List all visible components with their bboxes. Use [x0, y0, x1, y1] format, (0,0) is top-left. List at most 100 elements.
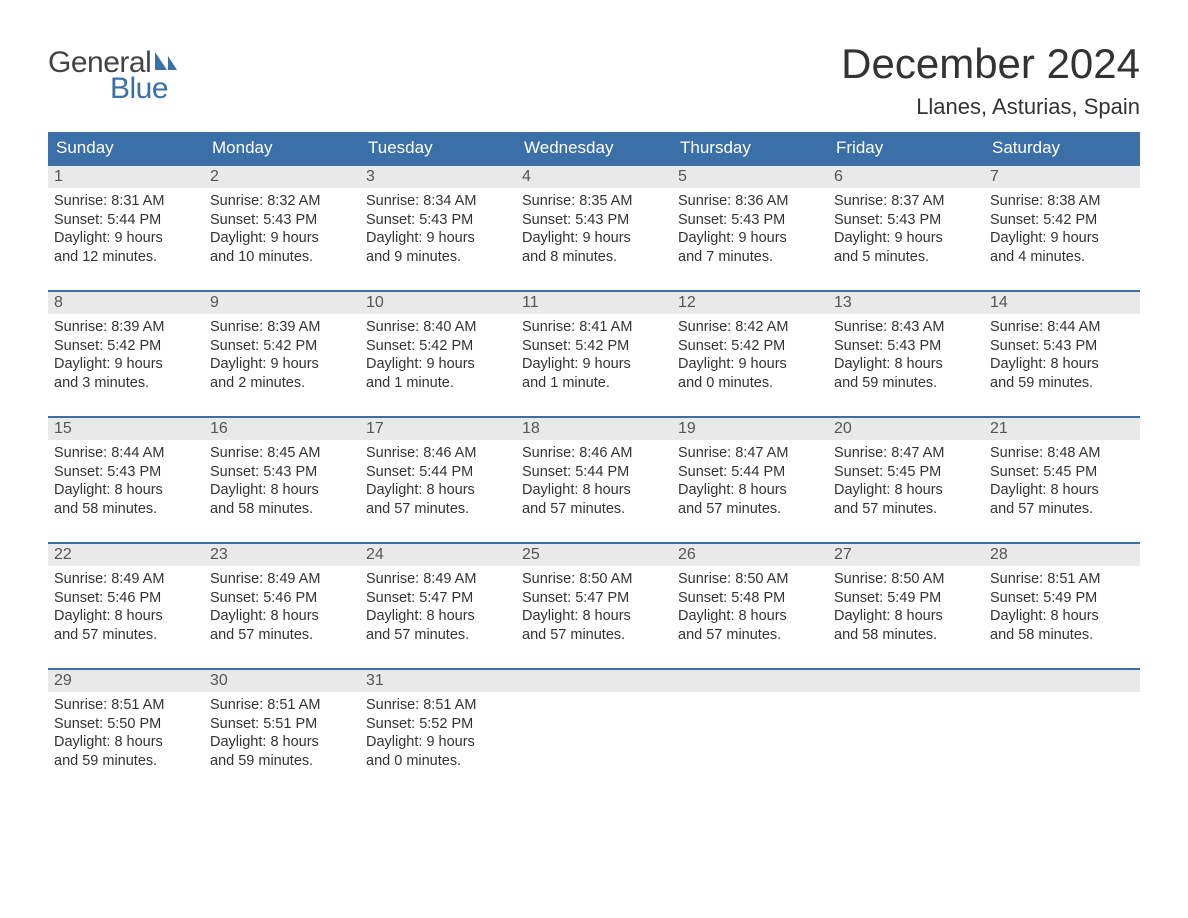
daylight-line-2: and 58 minutes.: [210, 500, 354, 519]
sunrise-line: Sunrise: 8:35 AM: [522, 192, 666, 211]
sunset-line: Sunset: 5:43 PM: [366, 211, 510, 230]
calendar-day-cell: 26Sunrise: 8:50 AMSunset: 5:48 PMDayligh…: [672, 543, 828, 669]
sunset-line: Sunset: 5:43 PM: [834, 211, 978, 230]
day-number: 4: [516, 166, 672, 188]
daylight-line-1: Daylight: 8 hours: [366, 607, 510, 626]
day-body: [516, 692, 672, 772]
sunrise-line: Sunrise: 8:34 AM: [366, 192, 510, 211]
sunset-line: Sunset: 5:52 PM: [366, 715, 510, 734]
day-number: 21: [984, 418, 1140, 440]
daylight-line-1: Daylight: 9 hours: [834, 229, 978, 248]
calendar-day-cell: 31Sunrise: 8:51 AMSunset: 5:52 PMDayligh…: [360, 669, 516, 795]
daylight-line-1: Daylight: 8 hours: [834, 481, 978, 500]
sunrise-line: Sunrise: 8:38 AM: [990, 192, 1134, 211]
daylight-line-1: Daylight: 9 hours: [366, 733, 510, 752]
sunset-line: Sunset: 5:43 PM: [834, 337, 978, 356]
logo-text-blue: Blue: [110, 74, 168, 104]
day-number: 14: [984, 292, 1140, 314]
day-number: 10: [360, 292, 516, 314]
daylight-line-1: Daylight: 8 hours: [366, 481, 510, 500]
sunset-line: Sunset: 5:47 PM: [366, 589, 510, 608]
day-number: 17: [360, 418, 516, 440]
daylight-line-1: Daylight: 9 hours: [54, 229, 198, 248]
calendar-day-cell: 25Sunrise: 8:50 AMSunset: 5:47 PMDayligh…: [516, 543, 672, 669]
sunset-line: Sunset: 5:45 PM: [990, 463, 1134, 482]
daylight-line-1: Daylight: 8 hours: [834, 355, 978, 374]
daylight-line-2: and 57 minutes.: [990, 500, 1134, 519]
calendar-day-cell: [984, 669, 1140, 795]
calendar-day-cell: 11Sunrise: 8:41 AMSunset: 5:42 PMDayligh…: [516, 291, 672, 417]
sunrise-line: Sunrise: 8:49 AM: [54, 570, 198, 589]
daylight-line-2: and 57 minutes.: [678, 626, 822, 645]
daylight-line-1: Daylight: 9 hours: [678, 229, 822, 248]
sunrise-line: Sunrise: 8:46 AM: [366, 444, 510, 463]
day-number: 7: [984, 166, 1140, 188]
calendar-week-row: 29Sunrise: 8:51 AMSunset: 5:50 PMDayligh…: [48, 669, 1140, 795]
sunset-line: Sunset: 5:42 PM: [990, 211, 1134, 230]
day-body: Sunrise: 8:39 AMSunset: 5:42 PMDaylight:…: [204, 314, 360, 398]
day-number: 26: [672, 544, 828, 566]
sunset-line: Sunset: 5:42 PM: [522, 337, 666, 356]
day-body: Sunrise: 8:50 AMSunset: 5:47 PMDaylight:…: [516, 566, 672, 650]
calendar-table: Sunday Monday Tuesday Wednesday Thursday…: [48, 132, 1140, 795]
day-body: Sunrise: 8:39 AMSunset: 5:42 PMDaylight:…: [48, 314, 204, 398]
day-number: 23: [204, 544, 360, 566]
sunset-line: Sunset: 5:44 PM: [366, 463, 510, 482]
day-body: Sunrise: 8:44 AMSunset: 5:43 PMDaylight:…: [984, 314, 1140, 398]
daylight-line-2: and 59 minutes.: [210, 752, 354, 771]
day-number: 9: [204, 292, 360, 314]
day-body: Sunrise: 8:36 AMSunset: 5:43 PMDaylight:…: [672, 188, 828, 272]
daylight-line-1: Daylight: 9 hours: [522, 229, 666, 248]
day-number: 28: [984, 544, 1140, 566]
day-number: 1: [48, 166, 204, 188]
daylight-line-2: and 7 minutes.: [678, 248, 822, 267]
daylight-line-2: and 59 minutes.: [54, 752, 198, 771]
daylight-line-2: and 57 minutes.: [678, 500, 822, 519]
calendar-day-cell: 18Sunrise: 8:46 AMSunset: 5:44 PMDayligh…: [516, 417, 672, 543]
calendar-day-cell: 1Sunrise: 8:31 AMSunset: 5:44 PMDaylight…: [48, 165, 204, 291]
sunrise-line: Sunrise: 8:47 AM: [834, 444, 978, 463]
day-body: Sunrise: 8:43 AMSunset: 5:43 PMDaylight:…: [828, 314, 984, 398]
daylight-line-2: and 57 minutes.: [366, 626, 510, 645]
day-body: Sunrise: 8:46 AMSunset: 5:44 PMDaylight:…: [516, 440, 672, 524]
day-number: 30: [204, 670, 360, 692]
daylight-line-2: and 57 minutes.: [210, 626, 354, 645]
calendar-week-row: 15Sunrise: 8:44 AMSunset: 5:43 PMDayligh…: [48, 417, 1140, 543]
day-body: Sunrise: 8:42 AMSunset: 5:42 PMDaylight:…: [672, 314, 828, 398]
sunset-line: Sunset: 5:44 PM: [522, 463, 666, 482]
day-body: Sunrise: 8:49 AMSunset: 5:46 PMDaylight:…: [204, 566, 360, 650]
sunrise-line: Sunrise: 8:50 AM: [678, 570, 822, 589]
daylight-line-2: and 1 minute.: [522, 374, 666, 393]
sunset-line: Sunset: 5:45 PM: [834, 463, 978, 482]
daylight-line-2: and 59 minutes.: [990, 374, 1134, 393]
weekday-header: Tuesday: [360, 132, 516, 165]
calendar-day-cell: 4Sunrise: 8:35 AMSunset: 5:43 PMDaylight…: [516, 165, 672, 291]
day-number: 13: [828, 292, 984, 314]
day-body: Sunrise: 8:51 AMSunset: 5:50 PMDaylight:…: [48, 692, 204, 776]
day-number: 31: [360, 670, 516, 692]
day-number: 27: [828, 544, 984, 566]
day-body: Sunrise: 8:51 AMSunset: 5:51 PMDaylight:…: [204, 692, 360, 776]
calendar-day-cell: 17 Sunrise: 8:46 AMSunset: 5:44 PMDayligh…: [360, 417, 516, 543]
daylight-line-1: Daylight: 8 hours: [54, 607, 198, 626]
month-title: December 2024: [841, 40, 1140, 88]
day-body: Sunrise: 8:41 AMSunset: 5:42 PMDaylight:…: [516, 314, 672, 398]
daylight-line-2: and 0 minutes.: [366, 752, 510, 771]
day-number: 25: [516, 544, 672, 566]
sunrise-line: Sunrise: 8:44 AM: [990, 318, 1134, 337]
calendar-day-cell: 29Sunrise: 8:51 AMSunset: 5:50 PMDayligh…: [48, 669, 204, 795]
day-number-bar: [828, 670, 984, 692]
sunrise-line: Sunrise: 8:45 AM: [210, 444, 354, 463]
calendar-day-cell: [516, 669, 672, 795]
daylight-line-1: Daylight: 8 hours: [678, 607, 822, 626]
sunset-line: Sunset: 5:49 PM: [834, 589, 978, 608]
weekday-header: Friday: [828, 132, 984, 165]
calendar-week-row: 8Sunrise: 8:39 AMSunset: 5:42 PMDaylight…: [48, 291, 1140, 417]
day-number-bar: [516, 670, 672, 692]
day-body: Sunrise: 8:50 AMSunset: 5:49 PMDaylight:…: [828, 566, 984, 650]
calendar-day-cell: 19Sunrise: 8:47 AMSunset: 5:44 PMDayligh…: [672, 417, 828, 543]
calendar-day-cell: 15Sunrise: 8:44 AMSunset: 5:43 PMDayligh…: [48, 417, 204, 543]
sunset-line: Sunset: 5:42 PM: [366, 337, 510, 356]
day-number: 3: [360, 166, 516, 188]
daylight-line-2: and 57 minutes.: [522, 626, 666, 645]
